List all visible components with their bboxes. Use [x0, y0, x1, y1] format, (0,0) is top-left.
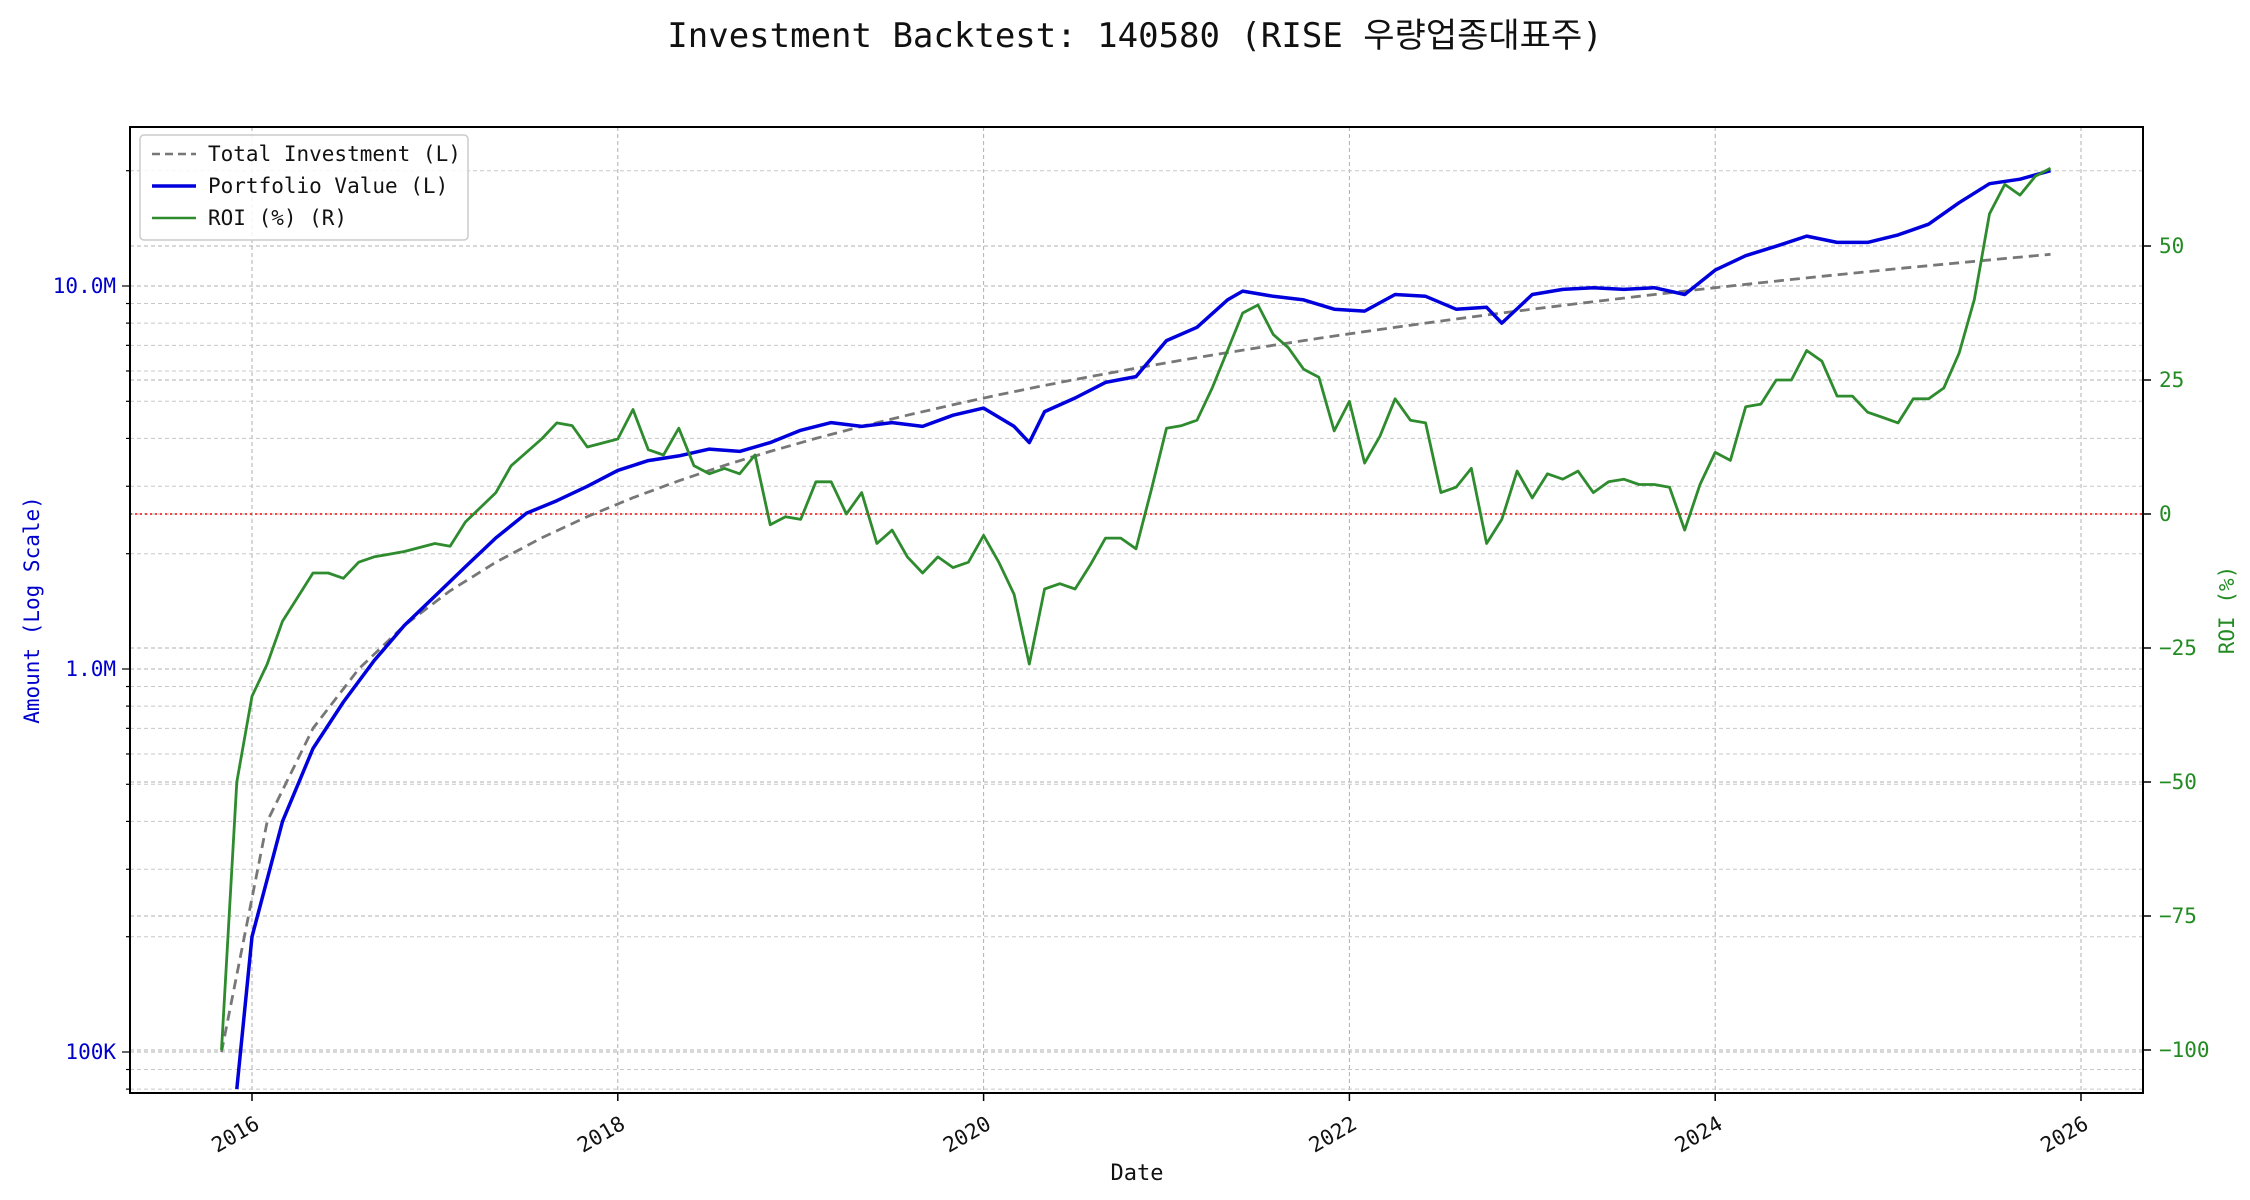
- y-right-tick-label: 50: [2159, 234, 2184, 258]
- y-right-tick-label: −100: [2159, 1038, 2210, 1062]
- y-right-tick-label: −50: [2159, 770, 2197, 794]
- y-right-tick-label: 0: [2159, 502, 2172, 526]
- y-left-tick-label: 1.0M: [65, 657, 116, 681]
- legend-label-total: Total Investment (L): [208, 142, 461, 166]
- plot-frame: [129, 126, 2144, 1094]
- chart-title: Investment Backtest: 140580 (RISE 우량업종대표…: [667, 16, 1602, 56]
- y-left-axis-label: Amount (Log Scale): [20, 496, 44, 724]
- y-right-tick-label: −25: [2159, 636, 2197, 660]
- x-axis-label: Date: [1111, 1161, 1164, 1186]
- series-line-roi: [220, 167, 2052, 1051]
- series-layer: [130, 167, 2143, 1090]
- legend-box: [139, 134, 469, 241]
- y-left-tick-label: 10.0M: [53, 274, 116, 298]
- grid: [130, 127, 2143, 1093]
- legend-label-portfolio: Portfolio Value (L): [208, 174, 448, 198]
- y-left-tick-label: 100K: [65, 1040, 116, 1064]
- series-line-total-investment: [220, 252, 2051, 1053]
- y-right-axis-label: ROI (%): [2215, 566, 2239, 655]
- y-right-tick-label: −75: [2159, 904, 2197, 928]
- legend-label-roi: ROI (%) (R): [208, 206, 347, 230]
- legend: Total Investment (L) Portfolio Value (L)…: [139, 134, 469, 241]
- y-right-tick-label: 25: [2159, 368, 2184, 392]
- series-line-portfolio-value: [235, 169, 2051, 1090]
